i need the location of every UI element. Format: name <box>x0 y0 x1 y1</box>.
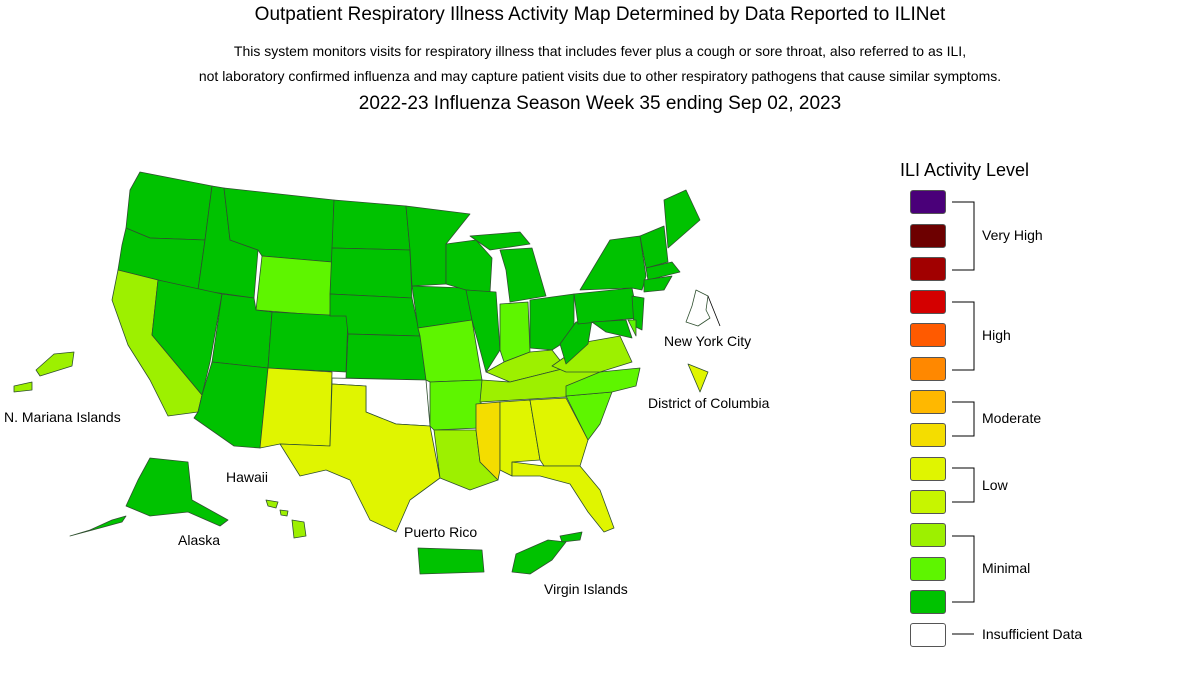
state-new-york[interactable] <box>579 235 647 291</box>
description-line-2: not laboratory confirmed influenza and m… <box>198 68 1002 84</box>
state-maine[interactable] <box>663 189 701 249</box>
legend-swatch <box>910 323 946 347</box>
state-michigan[interactable] <box>499 247 547 303</box>
legend-label-high: High <box>982 327 1011 343</box>
state-texas[interactable] <box>279 383 441 533</box>
legend-swatch <box>910 224 946 248</box>
territory-dc[interactable] <box>687 363 709 393</box>
legend-swatch <box>910 257 946 281</box>
state-delaware[interactable] <box>627 319 637 337</box>
state-alaska[interactable] <box>125 457 229 527</box>
legend-swatch <box>910 190 946 214</box>
page-title: Outpatient Respiratory Illness Activity … <box>254 4 946 25</box>
state-hawaii-small[interactable] <box>265 499 289 517</box>
label-alaska: Alaska <box>178 532 220 548</box>
legend-label-moderate: Moderate <box>982 410 1042 426</box>
legend-swatch <box>910 623 946 647</box>
state-connecticut-ri[interactable] <box>643 275 673 293</box>
legend-swatch <box>910 390 946 414</box>
legend-swatch <box>910 457 946 481</box>
legend-swatch <box>910 523 946 547</box>
territory-nmi[interactable] <box>13 351 75 393</box>
territory-virgin-islands[interactable] <box>511 531 583 575</box>
state-nevada[interactable] <box>151 279 223 396</box>
label-n-mariana-islands: N. Mariana Islands <box>4 409 121 425</box>
territory-nyc[interactable] <box>685 289 711 327</box>
us-ili-map: New York City District of Columbia N. Ma… <box>4 171 770 597</box>
state-michigan-up[interactable] <box>469 231 531 251</box>
legend-title: ILI Activity Level <box>900 160 1030 180</box>
legend-label-minimal: Minimal <box>982 560 1031 576</box>
label-new-york-city: New York City <box>664 333 751 349</box>
legend-label-insufficient-data: Insufficient Data <box>982 626 1083 642</box>
legend-swatch <box>910 290 946 314</box>
legend-swatch <box>910 357 946 381</box>
legend-swatch <box>910 490 946 514</box>
state-illinois[interactable] <box>465 289 501 373</box>
state-arkansas[interactable] <box>429 379 483 431</box>
state-massachusetts[interactable] <box>645 261 681 281</box>
label-virgin-islands: Virgin Islands <box>544 581 628 597</box>
label-puerto-rico: Puerto Rico <box>404 524 477 540</box>
state-west-virginia[interactable] <box>559 319 593 365</box>
state-hawaii[interactable] <box>291 519 307 539</box>
description-line-1: This system monitors visits for respirat… <box>233 43 967 59</box>
state-vermont-nh[interactable] <box>639 225 669 269</box>
state-florida[interactable] <box>511 461 615 533</box>
season-week-heading: 2022-23 Influenza Season Week 35 ending … <box>358 93 842 114</box>
label-hawaii: Hawaii <box>226 469 268 485</box>
legend-label-low: Low <box>982 477 1008 493</box>
legend-label-very-high: Very High <box>982 227 1043 243</box>
legend-swatch <box>910 590 946 614</box>
legend-swatch <box>910 423 946 447</box>
label-district-of-columbia: District of Columbia <box>648 395 770 411</box>
state-alaska-chain[interactable] <box>69 515 127 537</box>
state-maryland[interactable] <box>591 319 633 339</box>
legend-swatch <box>910 557 946 581</box>
territory-puerto-rico[interactable] <box>417 547 485 575</box>
